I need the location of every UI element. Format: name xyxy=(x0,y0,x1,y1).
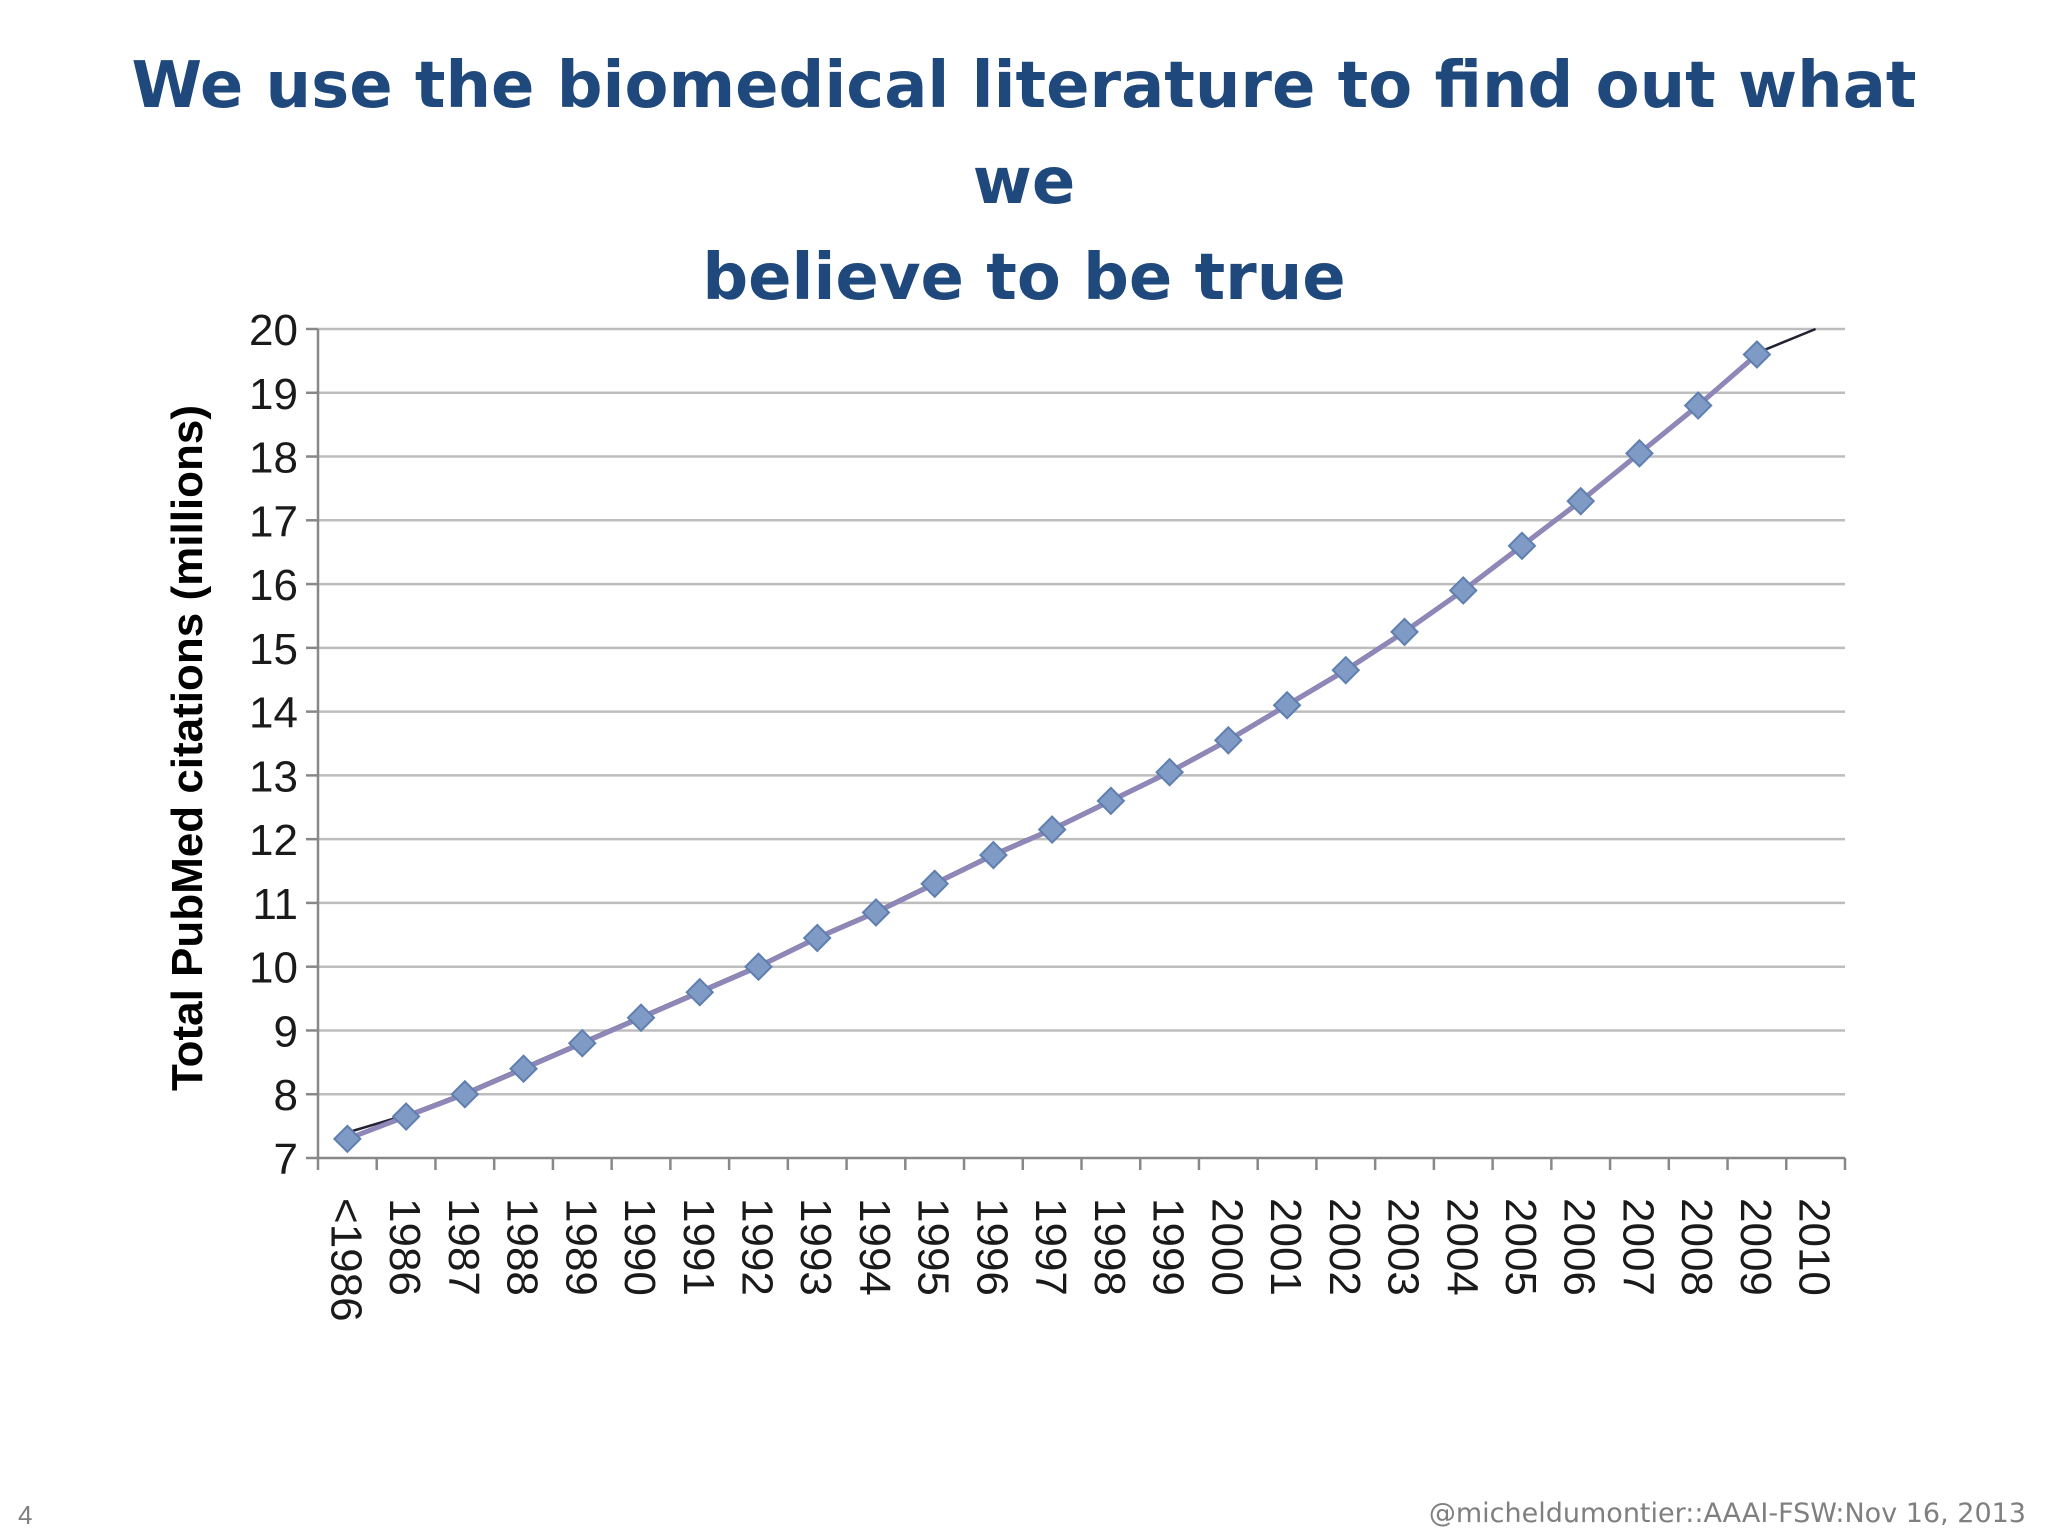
data-point-21 xyxy=(1566,486,1596,516)
x-tick-label-12: 1997 xyxy=(1026,1198,1075,1296)
slide-title-line-2: believe to be true xyxy=(702,241,1346,315)
data-point-19 xyxy=(1448,576,1478,605)
x-tick-label-11: 1996 xyxy=(967,1198,1016,1296)
y-tick-label-8: 8 xyxy=(274,1071,298,1120)
data-point-7 xyxy=(744,952,773,982)
x-tick-label-13: 1998 xyxy=(1085,1198,1134,1296)
x-tick-label-16: 2001 xyxy=(1261,1198,1310,1296)
slide-title-line-1: We use the biomedical literature to find… xyxy=(131,49,1917,219)
y-tick-label-7: 7 xyxy=(274,1135,298,1184)
x-tick-label-19: 2004 xyxy=(1437,1198,1486,1296)
data-point-20 xyxy=(1507,531,1537,561)
data-point-15 xyxy=(1213,725,1243,755)
x-tick-label-20: 2005 xyxy=(1496,1198,1545,1296)
gridlines xyxy=(318,327,1845,1096)
data-point-14 xyxy=(1155,757,1185,787)
data-point-1 xyxy=(391,1102,421,1131)
x-tick-label-21: 2006 xyxy=(1555,1198,1604,1296)
x-tick-label-1: 1986 xyxy=(380,1198,429,1296)
x-tick-label-8: 1993 xyxy=(791,1198,840,1296)
y-tick-label-20: 20 xyxy=(249,306,298,355)
x-tick-label-22: 2007 xyxy=(1613,1198,1662,1296)
x-tick-label-17: 2002 xyxy=(1320,1198,1369,1296)
data-point-24 xyxy=(1742,340,1772,369)
data-point-12 xyxy=(1037,815,1067,845)
data-point-17 xyxy=(1331,655,1361,685)
data-point-23 xyxy=(1683,391,1713,420)
trendline xyxy=(347,327,1817,1134)
data-point-10 xyxy=(920,869,950,899)
data-point-4 xyxy=(567,1028,597,1058)
y-tick-label-17: 17 xyxy=(249,497,298,546)
data-point-13 xyxy=(1096,786,1126,816)
data-point-8 xyxy=(802,923,832,953)
slide-title: We use the biomedical literature to find… xyxy=(100,38,1948,326)
data-point-16 xyxy=(1272,690,1302,720)
data-point-9 xyxy=(861,898,891,927)
data-point-6 xyxy=(685,977,715,1007)
x-tick-label-18: 2003 xyxy=(1379,1198,1428,1296)
y-tick-label-13: 13 xyxy=(249,752,298,801)
x-tick-label-5: 1990 xyxy=(615,1198,664,1296)
y-tick-label-9: 9 xyxy=(274,1007,298,1056)
slide-number: 4 xyxy=(18,1500,33,1530)
y-tick-label-16: 16 xyxy=(249,561,298,610)
x-tick-label-10: 1995 xyxy=(909,1198,958,1296)
data-point-2 xyxy=(450,1079,480,1109)
y-tick-label-18: 18 xyxy=(249,434,298,483)
y-tick-label-12: 12 xyxy=(249,816,298,865)
data-point-0 xyxy=(332,1124,362,1154)
x-tick-label-24: 2009 xyxy=(1731,1198,1780,1296)
data-point-18 xyxy=(1390,617,1419,647)
axes xyxy=(306,327,1847,1170)
series xyxy=(332,340,1772,1154)
x-tick-label-9: 1994 xyxy=(850,1198,899,1296)
data-point-11 xyxy=(978,840,1008,870)
x-tick-labels: <1986 1986 1987 1988 1989 1990 1991 1992 1993 199… xyxy=(321,1198,1838,1322)
series-line xyxy=(346,352,1759,1142)
x-tick-label-2: 1987 xyxy=(439,1198,488,1296)
x-tick-label-25: 2010 xyxy=(1790,1198,1839,1296)
y-tick-label-15: 15 xyxy=(249,625,298,674)
x-tick-label-0: <1986 xyxy=(321,1198,370,1322)
x-tick-label-14: 1999 xyxy=(1144,1198,1193,1296)
y-tick-label-19: 19 xyxy=(249,370,298,419)
data-point-5 xyxy=(626,1003,656,1033)
x-tick-label-4: 1989 xyxy=(556,1198,605,1296)
x-tick-label-15: 2000 xyxy=(1202,1198,1251,1296)
data-point-22 xyxy=(1625,438,1654,468)
x-tick-label-6: 1991 xyxy=(674,1198,723,1296)
x-tick-label-7: 1992 xyxy=(732,1198,781,1296)
x-tick-label-3: 1988 xyxy=(498,1198,547,1296)
trendline-path xyxy=(347,327,1817,1134)
x-tick-label-23: 2008 xyxy=(1672,1198,1721,1296)
data-point-3 xyxy=(509,1054,538,1084)
y-tick-label-10: 10 xyxy=(249,944,298,993)
y-axis-label: Total PubMed citations (millions) xyxy=(163,405,212,1091)
y-tick-label-11: 11 xyxy=(252,880,298,929)
slide-footer: @micheldumontier::AAAI-FSW:Nov 16, 2013 xyxy=(1428,1498,2026,1529)
y-tick-labels: 7 8 9 10 11 12 13 14 15 16 17 18 19 20 xyxy=(249,306,298,1184)
y-tick-label-14: 14 xyxy=(249,689,298,738)
